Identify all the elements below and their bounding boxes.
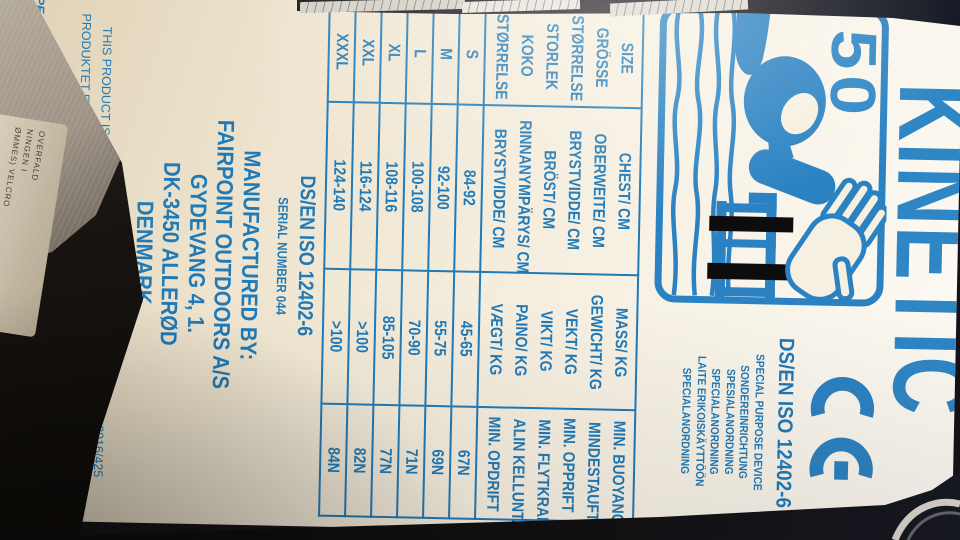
cell-mass: 45-65 bbox=[451, 271, 481, 407]
cell-mass: >100 bbox=[347, 269, 377, 405]
manufacturer-line: FAIRPOINT OUTDOORS A/S bbox=[208, 119, 240, 390]
cell-mass: 55-75 bbox=[425, 270, 455, 407]
manufacturer-block: MANUFACTURED BY: FAIRPOINT OUTDOORS A/S … bbox=[125, 0, 269, 525]
buoyancy-vest-ladder bbox=[714, 192, 777, 299]
floating-person-pictogram bbox=[654, 3, 890, 307]
cell-buoyancy: 84N bbox=[319, 403, 348, 517]
cell-buoyancy: 71N bbox=[397, 405, 426, 518]
water-waves-icon bbox=[671, 10, 737, 297]
table-header-row: SIZE GRÖSSE STØRRELSE STORLEK KOKO STØRR… bbox=[475, 5, 644, 540]
cell-mass: 85-105 bbox=[373, 269, 403, 406]
header-buoyancy: MIN. BUOYANCY MINDESTAUFTRIEB MIN. OPPRI… bbox=[475, 406, 636, 540]
hand-icon bbox=[785, 177, 890, 302]
cell-mass: >100 bbox=[321, 268, 351, 405]
cell-size: XXL bbox=[353, 2, 382, 103]
raised-arm bbox=[735, 8, 771, 75]
manufacturer-heading: MANUFACTURED BY: bbox=[235, 149, 266, 361]
header-chest: CHEST/ CM OBERWEITE/ CM BRYSTVIDDE/ CM B… bbox=[480, 104, 642, 276]
header-mass: MASS/ KG GEWICHT/ KG VEKT/ KG VIKT/ KG P… bbox=[477, 271, 639, 411]
cell-buoyancy: 82N bbox=[345, 404, 374, 517]
buoyancy-pictogram-box: 50 bbox=[653, 2, 891, 309]
serial-number: SERIAL NUMBER 044 bbox=[273, 196, 291, 315]
cell-buoyancy: 69N bbox=[423, 405, 452, 519]
cell-chest: 108-116 bbox=[376, 102, 406, 271]
black-band-2 bbox=[707, 262, 792, 281]
cell-size: XXXL bbox=[327, 1, 356, 103]
purpose-line: SONDEREINRICHTUNG bbox=[736, 365, 751, 480]
purpose-line: SPECIAL PURPOSE DEVICE bbox=[750, 354, 766, 492]
manufacturer-line: DK-3450 ALLERØD bbox=[156, 161, 186, 346]
size-table: SIZE GRÖSSE STØRRELSE STORLEK KOKO STØRR… bbox=[318, 1, 645, 540]
cell-chest: 116-124 bbox=[350, 102, 380, 270]
torso bbox=[748, 149, 836, 205]
thumb bbox=[832, 256, 855, 302]
certification-block: DS/EN ISO 12402-6 SPECIAL PURPOSE DEVICE… bbox=[648, 314, 884, 533]
drawstring-cord bbox=[891, 498, 960, 540]
cell-buoyancy: 67N bbox=[449, 406, 478, 519]
pictogram-and-certification-row: 50 DS/EN ISO 12402-6 SPECIAL PURPOSE DEV… bbox=[648, 2, 891, 533]
cell-mass: 70-90 bbox=[399, 270, 429, 406]
cell-chest: 84-92 bbox=[454, 104, 484, 272]
cell-chest: 100-108 bbox=[402, 103, 432, 271]
cell-size: S bbox=[457, 4, 486, 105]
black-band-1 bbox=[709, 215, 794, 233]
cell-size: L bbox=[405, 3, 434, 104]
purpose-line: SPESIALANORDNING bbox=[721, 369, 737, 476]
cell-size: M bbox=[431, 3, 460, 105]
purpose-line: SPECIALANORDNING bbox=[678, 368, 693, 475]
purpose-lines: SPECIAL PURPOSE DEVICE SONDEREINRICHTUNG… bbox=[676, 344, 767, 501]
manufacturer-line: GYDEVANG 4, 1. bbox=[182, 174, 213, 334]
serial-block: DS/EN ISO 12402-6 SERIAL NUMBER 044 bbox=[269, 0, 323, 526]
cell-size: XL bbox=[379, 2, 408, 104]
purpose-line: SPECIALANORDNING bbox=[707, 368, 722, 476]
standard-code: DS/EN ISO 12402-6 bbox=[771, 338, 798, 509]
face bbox=[780, 92, 819, 135]
purpose-line: LAITE ERIKOISKÄYTTÖÖN bbox=[692, 356, 708, 487]
cell-chest: 92-100 bbox=[428, 103, 458, 272]
header-size: SIZE GRÖSSE STØRRELSE STORLEK KOKO STØRR… bbox=[483, 5, 644, 109]
cell-chest: 124-140 bbox=[324, 101, 354, 270]
ce-mark-icon bbox=[809, 377, 875, 480]
cell-buoyancy: 77N bbox=[371, 404, 400, 518]
buoyancy-value: 50 bbox=[816, 28, 891, 122]
serial-standard: DS/EN ISO 12402-6 bbox=[292, 175, 320, 337]
